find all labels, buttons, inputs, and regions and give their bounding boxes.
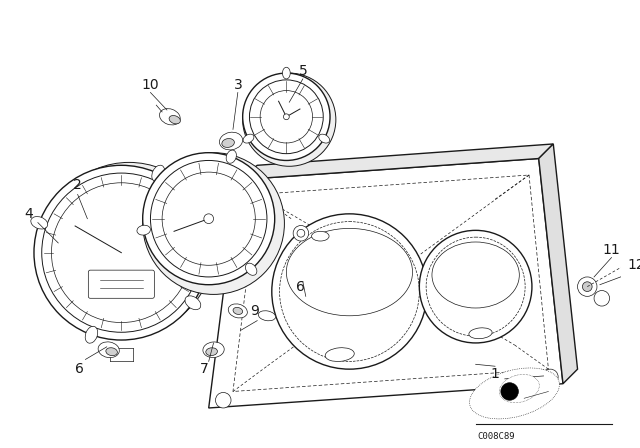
Circle shape: [51, 183, 191, 323]
Circle shape: [204, 214, 214, 224]
Ellipse shape: [185, 296, 201, 310]
Circle shape: [216, 392, 231, 408]
Ellipse shape: [228, 304, 247, 318]
Text: 5: 5: [298, 64, 307, 78]
Text: 11: 11: [603, 243, 620, 257]
Circle shape: [42, 173, 201, 332]
Circle shape: [582, 282, 592, 292]
Circle shape: [250, 80, 323, 154]
Circle shape: [284, 114, 289, 120]
Circle shape: [419, 230, 532, 343]
Circle shape: [272, 214, 427, 369]
Text: 7: 7: [200, 362, 208, 376]
Ellipse shape: [470, 368, 559, 419]
Text: 3: 3: [234, 78, 242, 92]
Circle shape: [280, 222, 419, 362]
Text: 2: 2: [73, 178, 82, 192]
Ellipse shape: [432, 242, 519, 308]
Circle shape: [594, 290, 609, 306]
Circle shape: [143, 153, 275, 284]
Ellipse shape: [159, 108, 180, 125]
Text: 1: 1: [491, 367, 499, 381]
Ellipse shape: [206, 348, 218, 356]
Circle shape: [34, 165, 209, 340]
Circle shape: [297, 229, 305, 237]
Text: 12: 12: [627, 258, 640, 272]
Ellipse shape: [233, 307, 243, 314]
Ellipse shape: [98, 342, 119, 358]
Ellipse shape: [319, 134, 330, 143]
Polygon shape: [539, 144, 577, 384]
Ellipse shape: [286, 228, 413, 316]
Ellipse shape: [325, 348, 355, 362]
Ellipse shape: [106, 348, 117, 356]
Circle shape: [501, 383, 518, 400]
Ellipse shape: [169, 116, 180, 124]
Text: 9: 9: [250, 304, 259, 318]
Text: C008C89: C008C89: [477, 432, 515, 441]
Circle shape: [260, 90, 312, 143]
Circle shape: [243, 73, 330, 160]
Ellipse shape: [220, 132, 243, 150]
Text: 10: 10: [141, 78, 159, 92]
Circle shape: [162, 172, 255, 265]
Circle shape: [150, 160, 267, 277]
Circle shape: [243, 73, 336, 166]
Polygon shape: [238, 144, 554, 180]
Ellipse shape: [469, 328, 492, 339]
Ellipse shape: [203, 342, 224, 358]
Ellipse shape: [282, 67, 290, 79]
Text: 6: 6: [296, 280, 305, 293]
Ellipse shape: [245, 263, 257, 276]
Ellipse shape: [152, 165, 164, 182]
Circle shape: [244, 169, 256, 181]
Ellipse shape: [31, 216, 48, 229]
Circle shape: [577, 277, 597, 296]
Ellipse shape: [226, 150, 236, 163]
Ellipse shape: [259, 311, 276, 321]
Ellipse shape: [312, 231, 329, 241]
Polygon shape: [209, 159, 563, 408]
Circle shape: [143, 153, 284, 294]
Circle shape: [293, 225, 308, 241]
Ellipse shape: [85, 326, 98, 343]
Circle shape: [426, 237, 525, 336]
Ellipse shape: [222, 138, 234, 147]
FancyBboxPatch shape: [88, 270, 154, 298]
Text: 4: 4: [25, 207, 33, 221]
Ellipse shape: [499, 375, 540, 403]
Circle shape: [44, 162, 214, 333]
Text: 6: 6: [75, 362, 84, 376]
Ellipse shape: [243, 134, 254, 143]
Circle shape: [543, 369, 558, 385]
Ellipse shape: [137, 225, 150, 235]
